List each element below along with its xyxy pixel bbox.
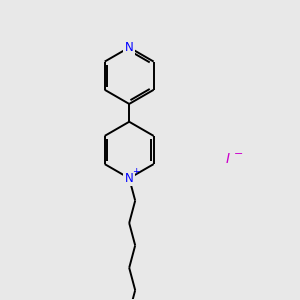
Text: +: + — [132, 167, 140, 176]
Text: N: N — [125, 172, 134, 185]
Text: N: N — [125, 41, 134, 54]
Text: I: I — [225, 152, 229, 166]
Text: −: − — [234, 148, 243, 159]
